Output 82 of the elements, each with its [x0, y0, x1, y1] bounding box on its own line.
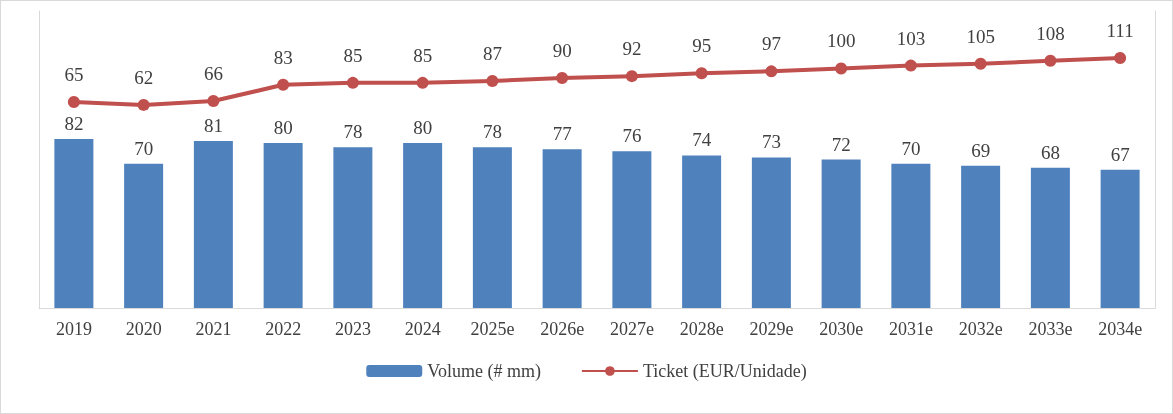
bar: [403, 143, 443, 308]
data-label: 78: [482, 121, 502, 143]
point: [1044, 54, 1057, 67]
data-label: 103: [896, 27, 926, 49]
point: [416, 76, 429, 89]
data-label: 85: [413, 44, 433, 66]
data-label: 72: [831, 133, 851, 155]
data-label: 78: [343, 121, 363, 143]
point: [695, 67, 708, 80]
x-tick-label: 2031e: [888, 319, 933, 339]
bar: [54, 138, 94, 308]
bar: [1100, 169, 1140, 308]
x-tick-label: 2028e: [679, 319, 724, 339]
bar: [891, 163, 931, 308]
bar: [751, 157, 791, 308]
bar: [1030, 167, 1070, 308]
x-tick-label: 2022: [265, 319, 302, 339]
data-label: 70: [901, 137, 921, 159]
data-label: 77: [552, 123, 572, 145]
point: [67, 96, 80, 109]
point: [346, 76, 359, 89]
bar: [961, 165, 1001, 308]
legend-label: Volume (# mm): [427, 361, 541, 382]
data-label: 69: [971, 139, 991, 161]
point: [765, 65, 778, 78]
data-label: 92: [622, 38, 642, 60]
data-label: 76: [622, 125, 642, 147]
x-tick-label: 2029e: [749, 319, 794, 339]
bar: [263, 143, 303, 308]
x-tick-label: 2024: [404, 319, 441, 339]
point: [1114, 51, 1127, 64]
point: [207, 95, 220, 108]
data-label: 90: [552, 40, 572, 62]
bar: [682, 155, 722, 308]
data-label: 73: [761, 131, 781, 153]
data-label: 62: [134, 66, 154, 88]
data-label: 108: [1036, 22, 1065, 44]
bar: [193, 140, 233, 308]
bar: [333, 147, 373, 308]
data-label: 80: [413, 117, 433, 138]
data-label: 83: [273, 46, 293, 68]
x-tick-label: 2025e: [470, 319, 515, 339]
data-label: 111: [1106, 19, 1134, 41]
point: [625, 70, 638, 83]
point: [835, 62, 848, 75]
bar: [542, 149, 582, 308]
bar: [124, 163, 164, 308]
point: [974, 57, 987, 70]
bar: [821, 159, 861, 308]
data-label: 68: [1040, 141, 1060, 163]
data-label: 65: [64, 64, 84, 86]
point: [556, 72, 569, 85]
x-tick-label: 2021: [195, 319, 232, 339]
data-label: 66: [203, 63, 223, 85]
data-label: 82: [64, 112, 84, 134]
x-tick-label: 2023: [334, 319, 371, 339]
point: [904, 59, 917, 72]
x-tick-label: 2027e: [609, 319, 654, 339]
x-tick-label: 2032e: [958, 319, 1003, 339]
x-tick-label: 2020: [125, 319, 162, 339]
data-label: 95: [692, 35, 712, 57]
point: [277, 78, 290, 91]
data-label: 87: [482, 42, 502, 64]
point: [137, 98, 150, 111]
data-label: 105: [966, 25, 995, 47]
x-tick-label: 2019: [55, 319, 92, 339]
data-label: 97: [761, 33, 781, 55]
bar: [612, 151, 652, 308]
x-tick-label: 2034e: [1098, 319, 1143, 339]
data-label: 85: [343, 44, 363, 66]
data-label: 70: [134, 137, 154, 159]
data-label: 100: [826, 30, 856, 52]
x-tick-label: 2030e: [819, 319, 864, 339]
bar: [472, 147, 512, 308]
data-label: 74: [692, 129, 712, 151]
point: [486, 74, 499, 87]
data-label: 67: [1110, 143, 1130, 165]
data-label: 80: [273, 117, 293, 138]
x-tick-label: 2026e: [540, 319, 585, 339]
x-tick-label: 2033e: [1028, 319, 1073, 339]
data-label: 81: [203, 114, 223, 136]
legend-label: Ticket (EUR/Unidade): [642, 361, 807, 382]
